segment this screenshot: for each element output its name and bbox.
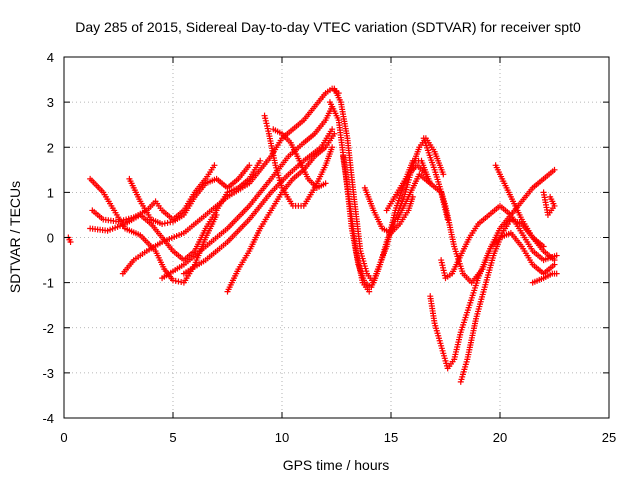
data-point: [366, 288, 373, 295]
grid: [64, 57, 609, 418]
data-series-track: [65, 234, 74, 246]
data-series-track: [224, 130, 338, 295]
data-series-track: [326, 99, 434, 291]
data-point: [547, 193, 554, 200]
data-points: [65, 85, 560, 385]
data-series-track: [126, 162, 253, 227]
y-tick-label: 3: [47, 95, 54, 110]
y-tick-label: 0: [47, 231, 54, 246]
data-point: [422, 171, 429, 178]
data-series-track: [119, 85, 342, 277]
x-tick-label: 0: [60, 430, 67, 445]
data-series-track: [159, 103, 336, 282]
data-point: [551, 166, 558, 173]
data-series-track: [180, 126, 336, 277]
data-series-track: [87, 175, 220, 286]
y-tick-label: 4: [47, 50, 54, 65]
y-tick-label: 1: [47, 185, 54, 200]
data-point: [67, 239, 74, 246]
data-point: [553, 252, 560, 259]
x-tick-label: 10: [275, 430, 289, 445]
data-series-track: [340, 153, 373, 295]
data-point: [257, 157, 264, 164]
data-point: [246, 162, 253, 169]
y-tick-label: 2: [47, 140, 54, 155]
data-point: [329, 126, 336, 133]
x-tick-label: 5: [169, 430, 176, 445]
data-series-track: [89, 162, 218, 225]
data-point: [211, 162, 218, 169]
data-series-track: [540, 189, 558, 218]
y-tick-label: -2: [42, 321, 54, 336]
data-series-track: [361, 184, 416, 236]
data-series-track: [529, 270, 560, 286]
data-series-track: [87, 157, 264, 264]
x-axis-label: GPS time / hours: [283, 457, 390, 473]
y-tick-label: -4: [42, 411, 54, 426]
chart-title: Day 285 of 2015, Sidereal Day-to-day VTE…: [75, 19, 581, 35]
data-series-track: [427, 166, 558, 372]
x-tick-label: 20: [493, 430, 507, 445]
data-point: [322, 180, 329, 187]
y-tick-label: -1: [42, 276, 54, 291]
data-series-track: [383, 162, 429, 214]
data-point: [551, 257, 558, 264]
data-point: [331, 130, 338, 137]
x-tick-label: 25: [602, 430, 616, 445]
y-tick-label: -3: [42, 366, 54, 381]
data-point: [553, 270, 560, 277]
data-point: [440, 171, 447, 178]
y-axis-label: SDTVAR / TECUs: [7, 181, 23, 293]
data-series-track: [270, 126, 329, 191]
data-point: [329, 144, 336, 151]
data-series-track: [492, 162, 558, 264]
x-tick-label: 15: [384, 430, 398, 445]
data-series-track: [331, 85, 447, 286]
data-series-track: [261, 112, 336, 209]
